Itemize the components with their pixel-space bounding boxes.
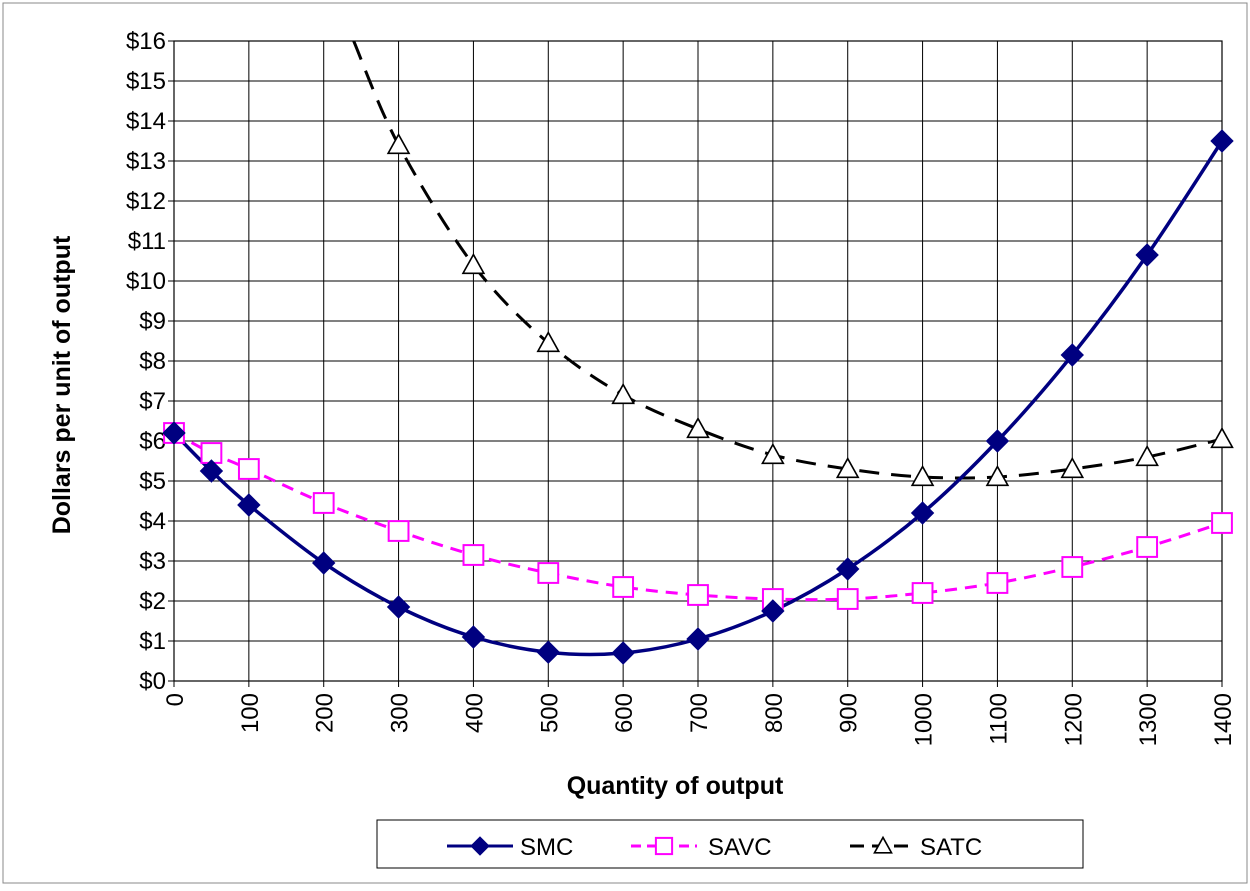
x-tick-label: 0: [162, 693, 189, 706]
y-tick-label: $0: [139, 668, 166, 695]
x-tick-label: 700: [686, 693, 713, 733]
y-tick-label: $11: [128, 228, 166, 255]
data-point-savc: [387, 520, 410, 542]
data-point-smc: [686, 627, 710, 651]
x-tick-label: 900: [836, 693, 863, 733]
x-tick-label: 300: [387, 693, 414, 733]
y-tick-label: $1: [139, 628, 166, 655]
data-point-smc: [985, 429, 1010, 453]
data-point-smc: [536, 640, 560, 664]
data-point-smc: [1060, 343, 1084, 367]
x-tick-label: 1200: [1060, 693, 1087, 746]
data-point-smc: [312, 551, 336, 575]
data-point-savc: [1136, 536, 1159, 558]
x-tick-label: 400: [461, 693, 488, 733]
data-point-satc: [985, 464, 1010, 487]
data-point-smc: [461, 625, 486, 649]
data-point-smc: [910, 501, 935, 525]
legend-marker-smc: [470, 836, 490, 856]
y-tick-label: $8: [139, 348, 166, 375]
data-point-satc: [1210, 426, 1234, 449]
data-point-satc: [686, 416, 710, 439]
data-point-smc: [237, 493, 261, 517]
y-axis-title: Dollars per unit of output: [48, 235, 76, 534]
data-point-smc: [199, 459, 224, 483]
data-point-savc: [537, 562, 560, 584]
data-point-satc: [461, 252, 486, 275]
y-tick-label: $7: [139, 388, 166, 415]
x-tick-label: 100: [237, 693, 264, 733]
data-point-smc: [761, 599, 785, 623]
y-tick-label: $6: [139, 428, 166, 455]
y-tick-label: $10: [126, 268, 166, 295]
legend-label-savc: SAVC: [708, 834, 772, 861]
data-point-savc: [312, 492, 335, 514]
data-point-savc: [836, 588, 859, 610]
y-tick-label: $12: [126, 188, 166, 215]
legend-box: [376, 819, 1084, 869]
legend-marker-satc: [873, 835, 893, 854]
data-point-savc: [237, 458, 260, 480]
data-point-savc: [1061, 556, 1084, 578]
data-point-smc: [162, 421, 186, 445]
x-tick-label: 800: [761, 693, 788, 733]
data-point-savc: [687, 584, 709, 606]
data-point-satc: [835, 456, 860, 479]
data-point-satc: [386, 132, 411, 155]
data-point-smc: [1210, 129, 1234, 153]
x-tick-label: 500: [536, 693, 563, 733]
y-tick-label: $9: [139, 308, 166, 335]
data-point-savc: [986, 572, 1009, 594]
y-tick-label: $4: [139, 508, 166, 535]
data-point-satc: [1135, 444, 1159, 467]
y-tick-label: $15: [126, 68, 166, 95]
data-point-satc: [910, 464, 935, 487]
x-tick-label: 600: [611, 693, 638, 733]
data-point-smc: [386, 595, 411, 619]
legend-marker-savc: [654, 836, 674, 856]
y-tick-label: $5: [139, 468, 166, 495]
x-tick-label: 1100: [985, 693, 1012, 745]
legend-label-smc: SMC: [520, 834, 573, 861]
data-point-smc: [611, 641, 635, 665]
axis-ticks: $0 $1 $2 $3 $4 $5 $6 $7 $8 $9 $10 $11 $12 $13 $14 $15 $1…: [126, 28, 1237, 746]
data-point-satc: [1060, 456, 1085, 479]
x-axis-title: Quantity of output: [567, 772, 784, 800]
data-point-savc: [1211, 512, 1233, 534]
data-point-savc: [911, 582, 934, 604]
x-tick-label: 1300: [1135, 693, 1162, 746]
data-point-savc: [462, 544, 485, 566]
data-point-satc: [761, 442, 785, 465]
data-point-satc: [611, 382, 635, 405]
data-point-smc: [836, 557, 860, 581]
y-tick-label: $16: [126, 28, 166, 55]
x-tick-label: 1400: [1210, 693, 1237, 746]
markers: [162, 129, 1234, 665]
y-tick-label: $14: [126, 108, 166, 135]
data-point-savc: [612, 576, 635, 598]
x-tick-label: 1000: [911, 693, 938, 746]
y-tick-label: $13: [126, 148, 166, 175]
legend: SMC SAVC SATC: [376, 819, 1084, 869]
y-tick-label: $2: [139, 588, 166, 615]
y-tick-label: $3: [139, 548, 166, 575]
data-point-smc: [1135, 243, 1159, 267]
data-point-satc: [536, 330, 561, 353]
x-tick-label: 200: [312, 693, 339, 733]
legend-label-satc: SATC: [920, 834, 982, 861]
